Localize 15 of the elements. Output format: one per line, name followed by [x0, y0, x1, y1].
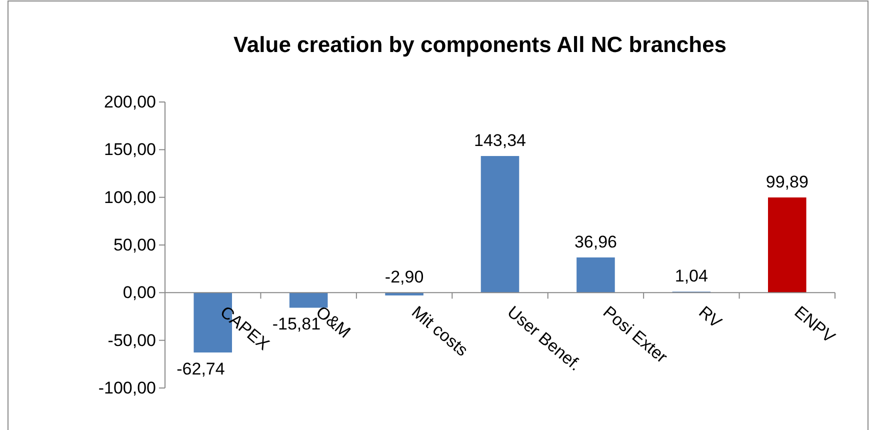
y-tick-label: -100,00 [98, 378, 156, 398]
y-tick-label: 50,00 [113, 235, 156, 254]
data-label: -2,90 [384, 268, 424, 287]
data-label: -62,74 [176, 359, 225, 378]
y-tick-label: 150,00 [104, 140, 156, 160]
x-tick-label: RV [695, 302, 726, 332]
y-tick-label: 100,00 [104, 188, 156, 207]
data-label: 99,89 [766, 172, 808, 192]
data-label: 36,96 [574, 232, 617, 252]
chart-title: Value creation by components All NC branches [233, 32, 727, 57]
y-tick-label: 200,00 [104, 92, 156, 112]
y-tick-label: 0,00 [122, 283, 156, 302]
y-tick-label: -50,00 [108, 330, 156, 350]
data-label: 143,34 [474, 131, 526, 150]
data-label: 1,04 [674, 266, 708, 286]
